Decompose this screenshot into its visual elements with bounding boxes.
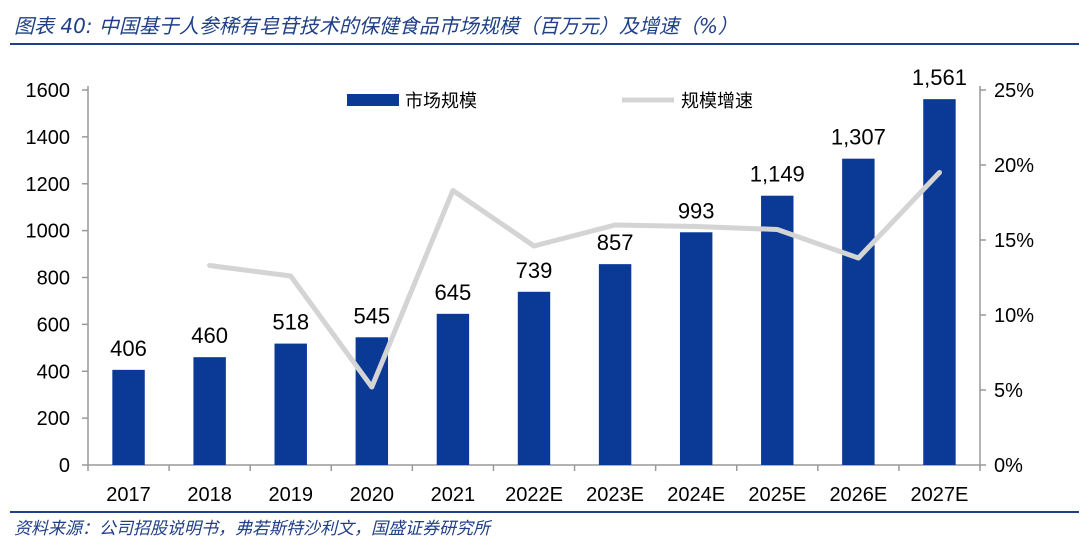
bar-value-label: 1,307 xyxy=(831,125,886,150)
bars xyxy=(112,99,956,465)
left-tick-label: 1000 xyxy=(26,221,71,243)
x-tick-label: 2019 xyxy=(268,484,313,506)
bar-value-label: 545 xyxy=(353,303,390,328)
legend-label-bar: 市场规模 xyxy=(405,91,477,112)
bar-value-label: 1,561 xyxy=(912,65,967,90)
bar-labels: 406 460 518 545 645 739 857 993 1,149 1,307 1,561 xyxy=(110,65,967,361)
bar xyxy=(842,158,875,465)
title-rule xyxy=(10,43,1079,45)
bar xyxy=(274,343,307,465)
chart-title: 图表 40: 中国基于人参稀有皂苷技术的保健食品市场规模（百万元）及增速（%） xyxy=(14,14,738,38)
bar xyxy=(761,195,794,465)
bar xyxy=(679,232,713,465)
growth-series-line xyxy=(207,170,942,390)
left-tick-label: 1400 xyxy=(26,127,71,149)
right-tick-label: 15% xyxy=(994,230,1034,252)
x-tick-label: 2025E xyxy=(748,484,806,506)
left-tick-label: 1200 xyxy=(26,174,71,196)
left-tick-label: 0 xyxy=(59,455,70,477)
left-tick-label: 1600 xyxy=(26,80,71,102)
ticks: 0 200 400 600 800 1000 1200 1400 1600 0% 5% 10% 15% 2… xyxy=(26,80,1035,506)
right-tick-label: 20% xyxy=(994,155,1034,177)
right-tick-label: 5% xyxy=(994,380,1023,402)
growth-line xyxy=(207,170,942,390)
legend-label-line: 规模增速 xyxy=(681,91,753,112)
left-tick-label: 600 xyxy=(37,314,70,336)
bar-value-label: 993 xyxy=(678,198,715,223)
right-tick-label: 25% xyxy=(994,80,1034,102)
x-tick-label: 2023E xyxy=(586,484,644,506)
left-tick-label: 800 xyxy=(37,268,70,290)
bar xyxy=(517,291,551,465)
x-tick-label: 2018 xyxy=(187,484,232,506)
bar xyxy=(112,369,145,465)
right-tick-label: 0% xyxy=(994,455,1023,477)
bar xyxy=(193,357,226,465)
source-rule xyxy=(10,511,1079,513)
bar-value-label: 518 xyxy=(272,310,309,335)
left-tick-label: 200 xyxy=(37,408,70,430)
bar-value-label: 857 xyxy=(597,230,634,255)
bar-value-label: 739 xyxy=(516,258,553,283)
bar-value-label: 645 xyxy=(435,280,472,305)
x-tick-label: 2020 xyxy=(350,484,395,506)
bar xyxy=(598,264,632,465)
x-tick-label: 2021 xyxy=(431,484,476,506)
x-tick-label: 2026E xyxy=(829,484,887,506)
x-tick-label: 2024E xyxy=(667,484,725,506)
x-tick-label: 2022E xyxy=(505,484,563,506)
bar xyxy=(923,99,956,465)
bar xyxy=(436,313,470,465)
source-note: 资料来源：公司招股说明书，弗若斯特沙利文，国盛证券研究所 xyxy=(14,519,490,539)
x-tick-label: 2017 xyxy=(106,484,151,506)
right-tick-label: 10% xyxy=(994,305,1034,327)
legend: 市场规模 规模增速 xyxy=(347,91,753,112)
x-tick-label: 2027E xyxy=(911,484,969,506)
bar-value-label: 460 xyxy=(191,323,228,348)
bar-value-label: 1,149 xyxy=(750,162,805,187)
bar-value-label: 406 xyxy=(110,336,147,361)
legend-swatch-bar xyxy=(347,94,399,106)
left-tick-label: 400 xyxy=(37,361,70,383)
